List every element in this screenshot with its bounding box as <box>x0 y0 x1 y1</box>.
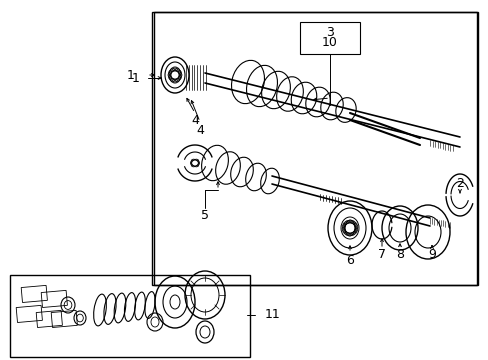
Text: 4: 4 <box>191 113 199 126</box>
Text: 9: 9 <box>427 248 435 261</box>
Bar <box>21 285 47 302</box>
Text: 1: 1 <box>132 72 140 85</box>
Text: 6: 6 <box>346 253 353 266</box>
Bar <box>16 305 42 323</box>
Text: 4: 4 <box>196 123 203 136</box>
Text: 1: 1 <box>127 68 135 81</box>
Bar <box>36 310 62 328</box>
Text: 11: 11 <box>264 309 280 321</box>
Text: 3: 3 <box>325 26 333 39</box>
Bar <box>152 12 477 285</box>
Text: 10: 10 <box>322 36 337 49</box>
Bar <box>51 310 77 328</box>
Text: 5: 5 <box>201 208 208 221</box>
Text: 2: 2 <box>455 176 463 189</box>
Bar <box>154 12 476 285</box>
Text: 8: 8 <box>395 248 403 261</box>
Bar <box>299 22 359 54</box>
Bar <box>41 291 67 307</box>
Bar <box>10 275 249 357</box>
Text: 7: 7 <box>377 248 385 261</box>
